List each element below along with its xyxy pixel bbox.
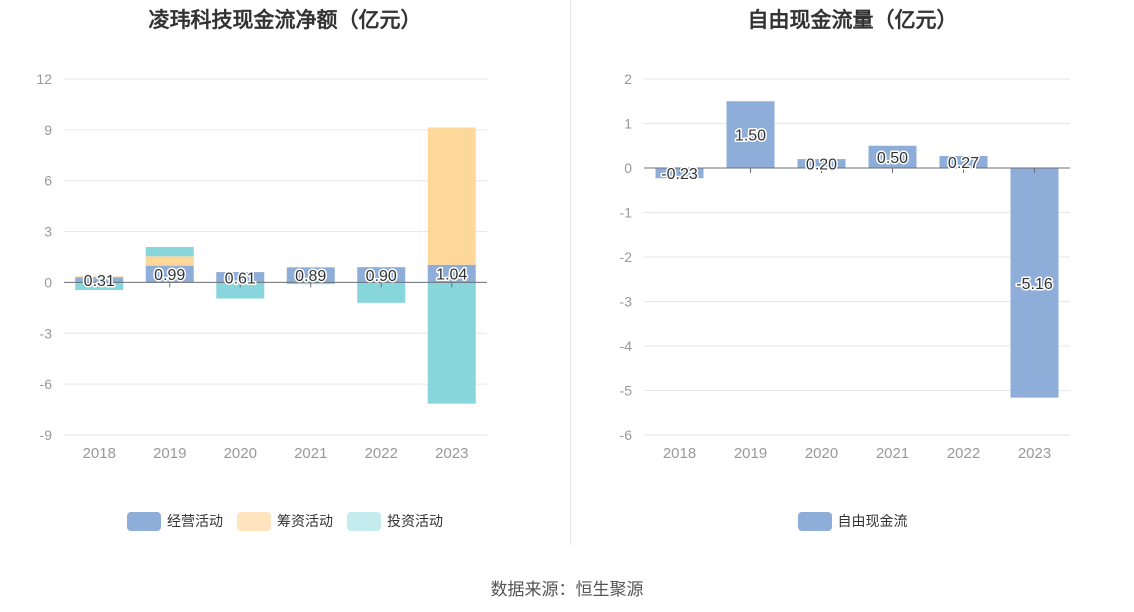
y-tick-label: -6	[620, 427, 633, 443]
y-tick-label: 0	[624, 160, 632, 176]
legend-swatch	[237, 511, 271, 531]
y-tick-label: -3	[40, 325, 53, 341]
data-label: 0.20	[806, 157, 837, 174]
legend-label: 筹资活动	[277, 513, 333, 529]
cashflow-net-chart-panel: 凌玮科技现金流净额（亿元） -9 -6 -3 0 3 6 9 12 0.31 0.99 0.61 0.…	[0, 0, 570, 545]
data-label: 1.50	[735, 128, 766, 145]
x-tick-label: 2020	[805, 445, 838, 462]
bar-自由现金流	[1010, 168, 1059, 398]
bar-自由现金流	[868, 145, 917, 168]
y-tick-label: 0	[44, 274, 52, 290]
x-tick-label: 2019	[153, 445, 186, 462]
chart-legend: 自由现金流	[571, 511, 1134, 531]
legend-label: 投资活动	[387, 513, 443, 529]
chart-title: 自由现金流量（亿元）	[747, 9, 958, 32]
bar-经营活动	[145, 265, 194, 283]
legend-label: 经营活动	[167, 513, 223, 529]
bar-自由现金流	[797, 159, 846, 168]
panel-divider	[570, 0, 571, 545]
data-label: 0.90	[366, 268, 397, 285]
bar-投资活动	[357, 282, 406, 303]
data-label: 0.61	[225, 270, 256, 287]
bar-投资活动	[216, 282, 265, 299]
data-label: 0.31	[84, 273, 115, 290]
data-label: 0.27	[948, 155, 979, 172]
legend-swatch	[347, 511, 381, 531]
legend-swatch	[127, 511, 161, 531]
bar-筹资活动	[427, 127, 476, 265]
y-tick-label: -2	[620, 249, 633, 265]
y-tick-label: 2	[624, 71, 632, 87]
y-tick-label: 9	[44, 122, 52, 138]
x-tick-label: 2022	[365, 445, 398, 462]
chart-title: 凌玮科技现金流净额（亿元）	[148, 9, 422, 32]
bar-投资活动	[427, 282, 476, 404]
x-tick-label: 2023	[435, 445, 468, 462]
data-label: -5.16	[1016, 276, 1053, 293]
bar-投资活动	[145, 246, 194, 257]
bar-自由现金流	[939, 155, 988, 168]
bar-筹资活动	[145, 256, 194, 266]
data-label: 0.50	[877, 150, 908, 167]
x-tick-label: 2020	[224, 445, 257, 462]
y-tick-label: -3	[620, 294, 633, 310]
bar-自由现金流	[655, 168, 704, 179]
x-tick-label: 2021	[876, 445, 909, 462]
bar-筹资活动	[75, 276, 124, 278]
x-tick-label: 2018	[83, 445, 116, 462]
y-tick-label: -4	[620, 338, 633, 354]
bar-经营活动	[286, 267, 335, 283]
bar-经营活动	[357, 267, 406, 283]
legend-item-investing[interactable]: 投资活动	[347, 511, 443, 531]
bar-经营活动	[427, 264, 476, 283]
legend-item-financing[interactable]: 筹资活动	[237, 511, 333, 531]
x-tick-label: 2023	[1018, 445, 1051, 462]
x-tick-label: 2019	[734, 445, 767, 462]
y-tick-label: -1	[620, 205, 633, 221]
y-tick-label: -9	[40, 427, 53, 443]
bar-经营活动	[216, 272, 265, 283]
y-tick-label: 12	[36, 71, 52, 87]
x-tick-label: 2022	[947, 445, 980, 462]
free-cashflow-chart: -6 -5 -4 -3 -2 -1 0 1 2 -0.23 1.50 0.20 0.50 0.27 -5.1…	[620, 71, 1070, 462]
free-cashflow-chart-panel: 自由现金流量（亿元） -6 -5 -4 -3 -2 -1 0 1 2 -0.23 1.50 0.20 0…	[571, 0, 1134, 545]
data-label: 0.99	[154, 267, 185, 284]
y-tick-label: 3	[44, 224, 52, 240]
data-label: 0.89	[295, 268, 326, 285]
x-tick-label: 2018	[663, 445, 696, 462]
legend-swatch	[797, 511, 832, 531]
cashflow-net-chart: -9 -6 -3 0 3 6 9 12 0.31 0.99 0.61 0.89 0.90 1.04 2018…	[36, 71, 487, 462]
data-label: 1.04	[436, 267, 467, 284]
bar-经营活动	[75, 277, 124, 283]
y-tick-label: -5	[620, 383, 633, 399]
legend-item-operating[interactable]: 经营活动	[127, 511, 223, 531]
data-source: 数据来源：恒生聚源	[490, 580, 644, 599]
legend-label: 自由现金流	[837, 513, 908, 529]
bar-自由现金流	[726, 101, 775, 168]
legend-item-free-cashflow[interactable]: 自由现金流	[797, 511, 908, 531]
x-tick-label: 2021	[294, 445, 327, 462]
chart-legend: 经营活动 筹资活动 投资活动	[0, 511, 570, 531]
y-tick-label: 1	[624, 116, 632, 132]
data-label: -0.23	[661, 166, 698, 183]
y-tick-label: 6	[44, 173, 52, 189]
y-tick-label: -6	[40, 376, 53, 392]
